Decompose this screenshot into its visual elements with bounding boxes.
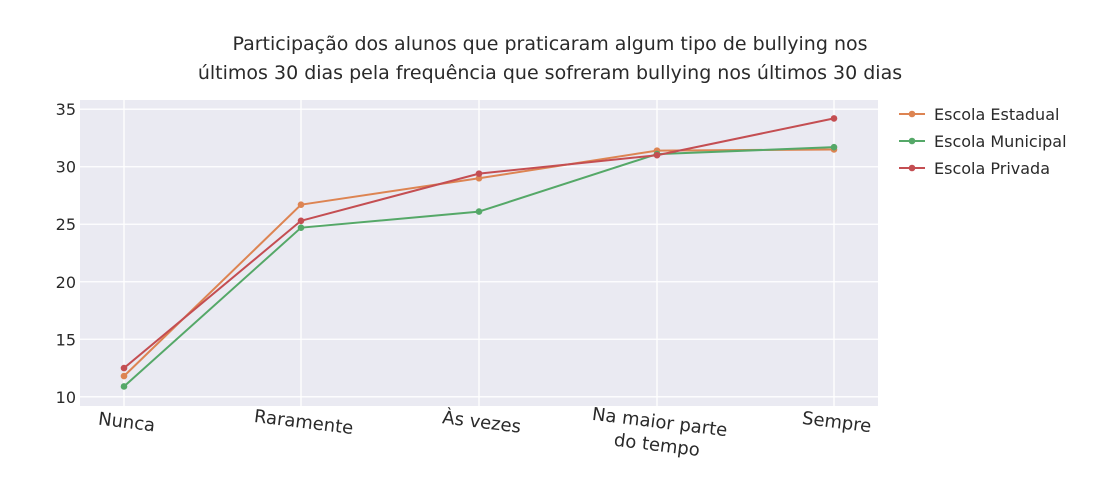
legend-swatch-marker (908, 137, 916, 145)
y-tick-label: 25 (56, 215, 76, 234)
data-point[interactable] (830, 143, 838, 151)
x-tick-label-line: Nunca (97, 409, 156, 437)
series-group (120, 115, 838, 390)
data-point[interactable] (297, 201, 305, 208)
data-point[interactable] (653, 151, 661, 159)
data-point[interactable] (475, 174, 483, 182)
y-tick-label: 15 (56, 330, 76, 349)
legend-item[interactable]: Escola Municipal (899, 132, 1067, 151)
y-tick-label: 20 (56, 273, 76, 292)
chart-title-line-2: últimos 30 dias pela frequência que sofr… (198, 62, 902, 84)
x-tick-label: Sempre (801, 408, 873, 437)
y-tick-label: 30 (56, 158, 76, 177)
data-point[interactable] (120, 372, 128, 380)
legend-swatch-marker (908, 164, 916, 172)
legend-item[interactable]: Escola Privada (899, 159, 1050, 178)
data-point[interactable] (297, 224, 305, 231)
y-axis: 10 15 20 25 30 35 (56, 100, 76, 407)
x-tick-label: Raramente (253, 406, 355, 439)
data-point[interactable] (475, 208, 483, 215)
x-tick-label-line: Às vezes (441, 406, 522, 437)
y-tick-label: 10 (56, 388, 76, 407)
data-point[interactable] (120, 364, 128, 372)
y-tick-label: 35 (56, 100, 76, 119)
legend-swatch-marker (908, 110, 916, 118)
legend-label: Escola Privada (934, 159, 1050, 178)
x-tick-label: Às vezes (441, 406, 522, 437)
grid-lines (80, 100, 878, 406)
series-escola-estadual (120, 146, 838, 380)
legend-item[interactable]: Escola Estadual (899, 105, 1059, 124)
data-point[interactable] (120, 383, 128, 390)
legend-label: Escola Municipal (934, 132, 1067, 151)
legend[interactable]: Escola Estadual Escola Municipal Escola Pr… (899, 105, 1067, 178)
legend-label: Escola Estadual (934, 105, 1059, 124)
x-tick-label-line: Sempre (801, 408, 873, 437)
x-tick-label: Nunca (97, 409, 156, 437)
chart-title-line-1: Participação dos alunos que praticaram a… (232, 33, 867, 55)
data-point[interactable] (475, 170, 483, 177)
x-tick-label-line: Raramente (253, 406, 355, 439)
series-escola-privada (120, 115, 838, 372)
data-point[interactable] (297, 217, 305, 225)
data-point[interactable] (830, 115, 838, 122)
